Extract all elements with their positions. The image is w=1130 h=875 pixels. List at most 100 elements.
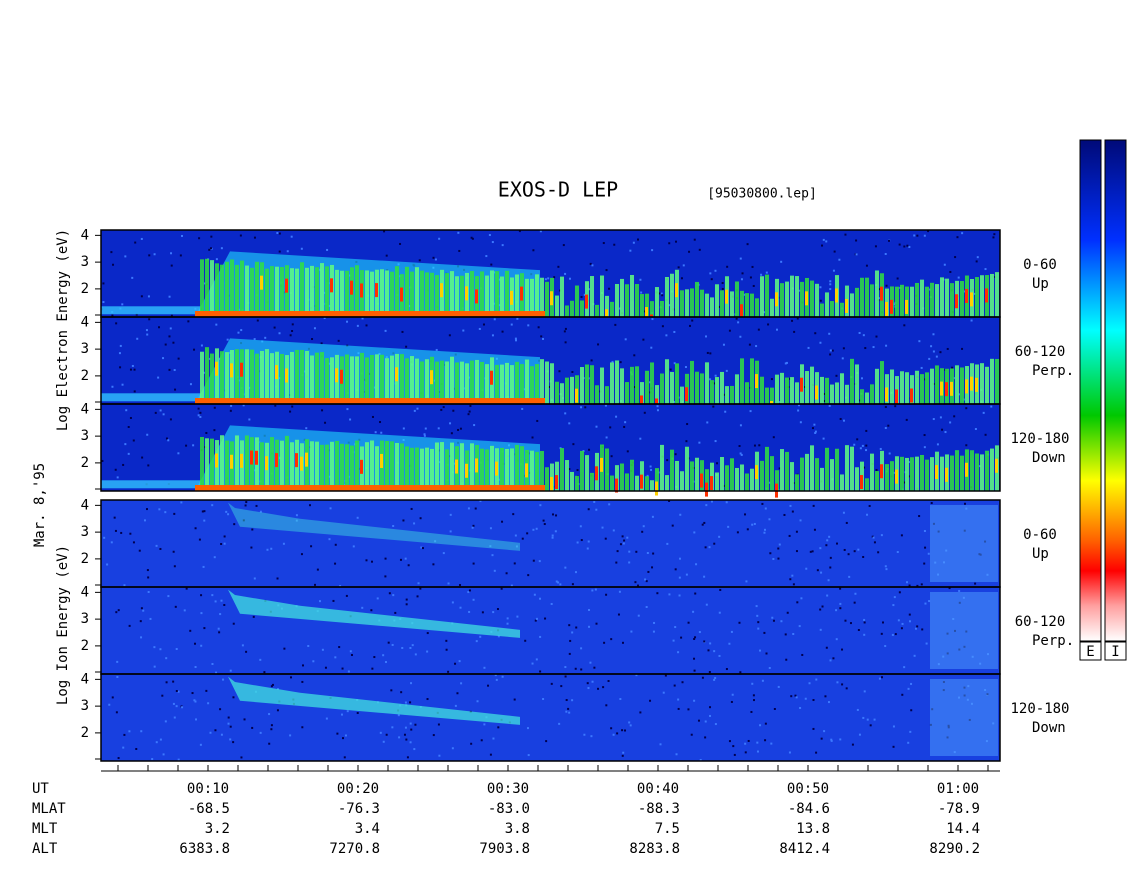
noise bbox=[409, 722, 412, 725]
noise bbox=[788, 534, 791, 537]
flux bbox=[345, 270, 349, 317]
row-value: 8290.2 bbox=[929, 841, 980, 857]
noise bbox=[237, 331, 240, 334]
noise bbox=[869, 724, 872, 727]
noise bbox=[664, 674, 667, 677]
noise bbox=[202, 565, 205, 568]
noise bbox=[229, 738, 232, 741]
noise bbox=[200, 612, 203, 615]
noise bbox=[183, 609, 186, 612]
noise bbox=[468, 410, 471, 413]
noise bbox=[568, 468, 571, 471]
flux bbox=[215, 348, 219, 404]
noise bbox=[445, 639, 448, 642]
flux bbox=[810, 280, 814, 317]
flux-peak bbox=[815, 385, 818, 400]
noise bbox=[763, 311, 766, 314]
row-name: ALT bbox=[32, 841, 58, 857]
noise bbox=[539, 230, 542, 233]
noise bbox=[483, 666, 486, 669]
noise bbox=[583, 733, 586, 736]
noise bbox=[982, 411, 985, 414]
noise bbox=[757, 328, 760, 331]
noise bbox=[147, 295, 150, 298]
flux-peak bbox=[835, 288, 838, 303]
flux bbox=[670, 372, 674, 404]
noise bbox=[574, 667, 577, 670]
noise bbox=[839, 417, 842, 420]
noise bbox=[416, 595, 419, 598]
panel-label: Down bbox=[1032, 720, 1066, 736]
flux bbox=[225, 440, 229, 491]
noise bbox=[559, 583, 562, 586]
flux bbox=[675, 460, 679, 491]
noise bbox=[713, 542, 716, 545]
noise bbox=[739, 257, 742, 260]
base-band bbox=[195, 311, 545, 317]
flux bbox=[765, 446, 769, 491]
noise bbox=[251, 726, 254, 729]
noise bbox=[128, 624, 131, 627]
noise bbox=[789, 578, 792, 581]
noise bbox=[713, 382, 716, 385]
noise bbox=[409, 646, 412, 649]
flux bbox=[950, 283, 954, 317]
noise bbox=[893, 596, 896, 599]
noise bbox=[903, 481, 906, 484]
noise bbox=[558, 370, 561, 373]
noise bbox=[903, 666, 906, 669]
row-value: -78.9 bbox=[938, 801, 980, 817]
noise bbox=[404, 701, 407, 704]
noise bbox=[227, 722, 230, 725]
flux bbox=[670, 449, 674, 491]
flux bbox=[645, 370, 649, 404]
noise bbox=[709, 272, 712, 275]
flux bbox=[270, 437, 274, 491]
noise bbox=[622, 751, 625, 754]
noise bbox=[155, 741, 158, 744]
flux bbox=[480, 361, 484, 404]
noise bbox=[268, 713, 271, 716]
noise bbox=[470, 236, 473, 239]
flux bbox=[275, 266, 279, 317]
noise bbox=[863, 618, 866, 621]
noise bbox=[651, 566, 654, 569]
flux bbox=[370, 440, 374, 491]
noise bbox=[506, 617, 509, 620]
noise bbox=[140, 636, 143, 639]
noise bbox=[878, 297, 881, 300]
noise bbox=[805, 567, 808, 570]
noise bbox=[607, 680, 610, 683]
flux-peak bbox=[685, 387, 688, 402]
title: EXOS-D LEP bbox=[498, 178, 618, 202]
noise bbox=[616, 732, 619, 735]
noise bbox=[240, 756, 243, 759]
noise bbox=[497, 726, 500, 729]
panel-label: 0-60 bbox=[1023, 257, 1057, 273]
noise bbox=[856, 438, 859, 441]
noise bbox=[467, 591, 470, 594]
noise bbox=[747, 739, 750, 742]
noise bbox=[164, 720, 167, 723]
noise bbox=[630, 630, 633, 633]
noise bbox=[830, 738, 833, 741]
noise bbox=[175, 690, 178, 693]
flux bbox=[710, 380, 714, 404]
noise bbox=[580, 296, 583, 299]
noise bbox=[842, 419, 845, 422]
noise bbox=[807, 346, 810, 349]
noise bbox=[737, 321, 740, 324]
noise bbox=[200, 344, 203, 347]
noise bbox=[589, 262, 592, 265]
noise bbox=[811, 550, 814, 553]
flux-peak bbox=[255, 450, 258, 465]
flux-peak bbox=[880, 464, 883, 479]
noise bbox=[470, 742, 473, 745]
flux bbox=[535, 364, 539, 404]
noise bbox=[958, 589, 961, 592]
flux bbox=[835, 448, 839, 491]
noise bbox=[215, 671, 218, 674]
flux bbox=[565, 305, 569, 317]
flux bbox=[960, 455, 964, 491]
